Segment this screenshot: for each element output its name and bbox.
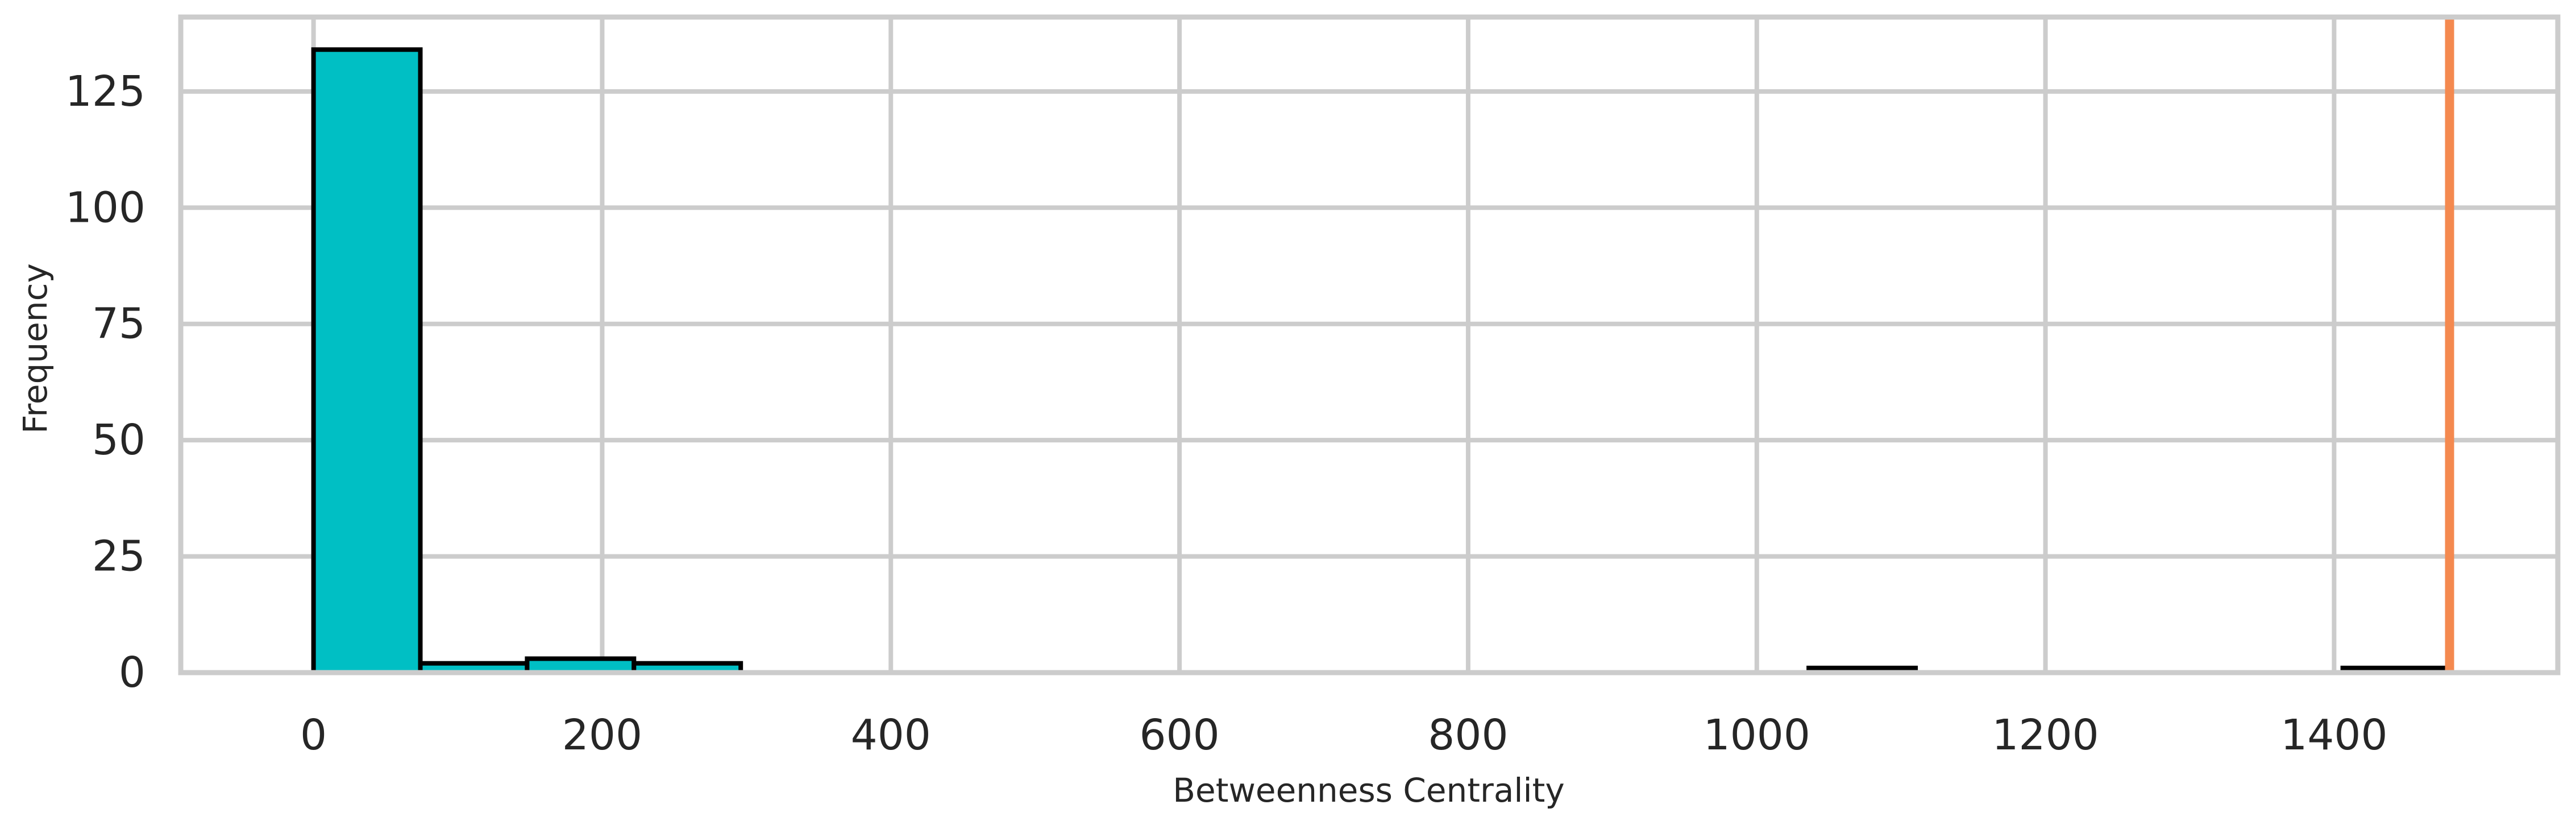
y-tick-label-0: 0 [119,648,146,697]
x-tick-labels: 0 200 400 600 800 1000 1200 1400 [300,711,2388,760]
x-tick-label-5: 1000 [1704,711,1810,760]
bars [311,47,2452,675]
x-tick-label-0: 0 [300,711,327,760]
x-tick-label-3: 600 [1139,711,1219,760]
y-axis-label: Frequency [16,263,55,434]
x-tick-label-2: 400 [851,711,931,760]
x-axis-label: Betweenness Centrality [1173,771,1564,810]
x-tick-label-7: 1400 [2280,711,2387,760]
y-tick-label-2: 50 [92,416,146,465]
x-tick-label-6: 1200 [1992,711,2099,760]
x-tick-label-4: 800 [1428,711,1508,760]
y-tick-label-4: 100 [65,183,146,232]
y-tick-label-1: 25 [92,532,146,581]
plot-frame [178,14,2561,675]
x-tick-label-1: 200 [562,711,642,760]
y-tick-labels: 0 25 50 75 100 125 [65,67,146,697]
histogram-bar-0 [311,47,423,675]
grid [181,17,2558,675]
y-tick-label-3: 75 [92,300,146,349]
y-tick-label-5: 125 [65,67,146,116]
